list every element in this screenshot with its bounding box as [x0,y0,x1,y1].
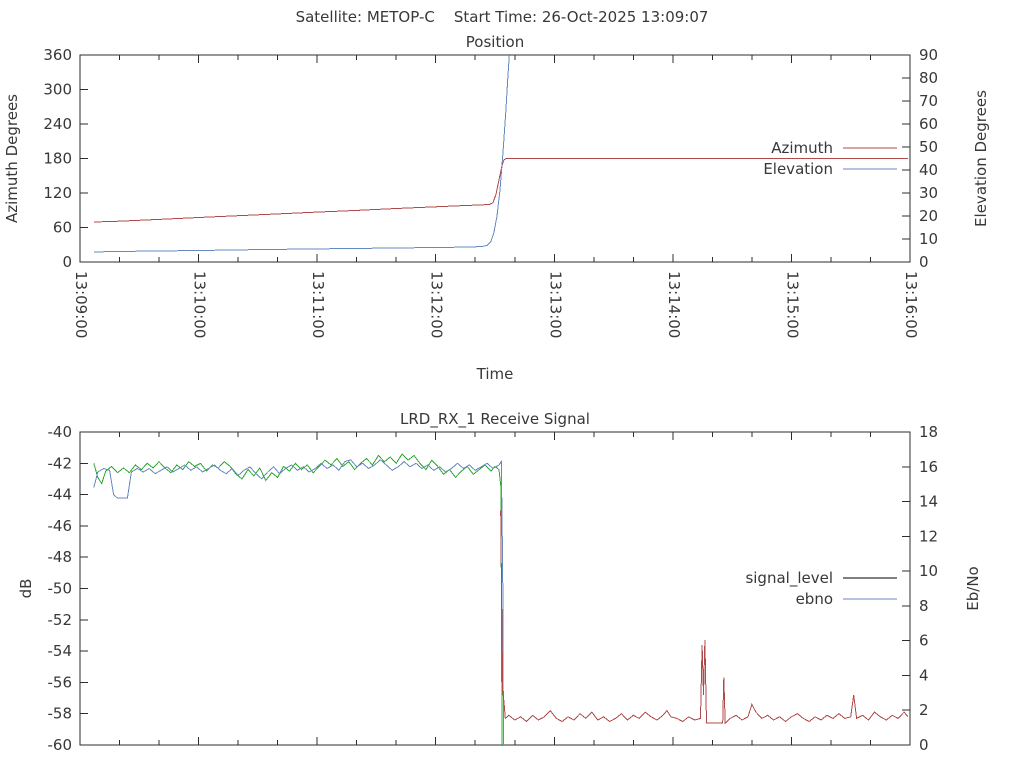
legend: Azimuth Elevation [763,139,897,178]
x-tick-label: 13:09:00 [72,271,90,338]
y2-axis-title: Eb/No [964,566,982,610]
series-signal_level [93,453,503,746]
x-axis-ticks [79,432,911,745]
y-tick-label: -56 [48,673,73,691]
y-tick-label: -54 [48,642,73,660]
chart-title: Position [466,33,524,51]
receive-signal-chart: -60 -58 -56 -54 -52 -50 -48 -46 -44 -42 -40 0 2 4 6 8 10… [17,410,982,754]
x-tick-label: 13:14:00 [665,271,683,338]
y2-tick-label: 6 [919,632,929,650]
y-tick-label: 0 [62,253,72,271]
y2-tick-label: 18 [919,423,938,441]
x-tick-label: 13:11:00 [309,271,327,338]
y-tick-label: 360 [43,46,72,64]
x-tick-label: 13:13:00 [546,271,564,338]
y2-axis-title: Elevation Degrees [972,90,990,227]
legend-label: ebno [796,590,833,608]
position-chart: 13:09:00 13:10:00 13:11:00 13:12:00 13:13:00… [3,33,990,383]
y-tick-label: -48 [48,548,73,566]
y-tick-label: -58 [48,705,73,723]
y2-tick-label: 0 [919,736,929,754]
x-axis-ticks [79,55,911,262]
y-tick-label: 240 [43,115,72,133]
x-axis-title: Time [476,365,514,383]
y2-tick-label: 16 [919,458,938,476]
plot-border [79,431,911,746]
x-axis-tick-labels: 13:09:00 13:10:00 13:11:00 13:12:00 13:13:00… [72,271,920,338]
x-tick-label: 13:10:00 [191,271,209,338]
y2-tick-label: 2 [919,701,929,719]
x-tick-label: 13:15:00 [783,271,801,338]
y-tick-label: 300 [43,81,72,99]
y2-tick-label: 14 [919,493,938,511]
y-tick-label: 60 [53,219,72,237]
page-title: Satellite: METOP-C Start Time: 26-Oct-20… [295,8,709,26]
y2-tick-label: 10 [919,230,938,248]
y2-tick-label: 0 [919,253,929,271]
x-tick-label: 13:12:00 [428,271,446,338]
y2-tick-label: 40 [919,161,938,179]
y2-tick-label: 90 [919,46,938,64]
y-tick-label: 120 [43,184,72,202]
y-axis-title: dB [17,579,35,599]
y2-tick-label: 10 [919,562,938,580]
y-tick-label: 180 [43,150,72,168]
y-tick-label: -46 [48,517,73,535]
y2-tick-label: 4 [919,666,929,684]
y2-tick-label: 60 [919,115,938,133]
y-tick-label: -40 [48,423,73,441]
legend-label: Azimuth [771,139,833,157]
legend-label: signal_level [745,569,833,588]
y-axis-ticks [80,431,910,746]
y-tick-label: -42 [48,454,73,472]
series-signal_level_post_los [500,510,909,725]
y-tick-label: -52 [48,611,73,629]
y2-tick-label: 12 [919,527,938,545]
y-tick-label: -44 [48,486,73,504]
legend-label: Elevation [763,160,833,178]
y2-tick-label: 50 [919,138,938,156]
y2-tick-label: 8 [919,597,929,615]
chart-title: LRD_RX_1 Receive Signal [400,410,590,429]
y2-tick-label: 20 [919,207,938,225]
y-axis-tick-labels: 0 60 120 180 240 300 360 0 10 20 30 40 50 60 70 80 90 [43,46,938,271]
y-tick-label: -60 [48,736,73,754]
x-tick-label: 13:16:00 [902,271,920,338]
y-axis-title: Azimuth Degrees [3,94,21,223]
y-axis-ticks [80,54,910,263]
y2-tick-label: 30 [919,184,938,202]
series-ebno [93,459,504,746]
y2-tick-label: 70 [919,92,938,110]
y-axis-tick-labels: -60 -58 -56 -54 -52 -50 -48 -46 -44 -42 -40 0 2 4 6 8 10… [48,423,939,754]
series-Elevation [93,54,510,253]
y2-tick-label: 80 [919,69,938,87]
y-tick-label: -50 [48,580,73,598]
